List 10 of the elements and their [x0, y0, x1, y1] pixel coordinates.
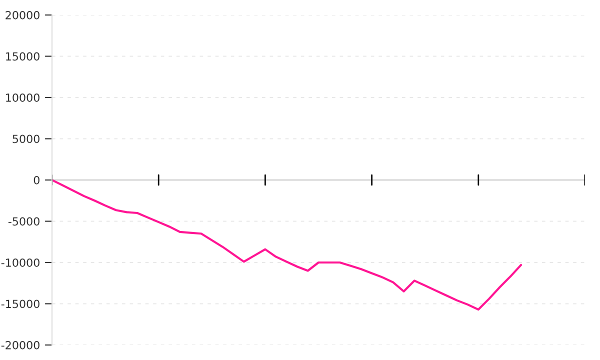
- y-tick-label: 5000: [12, 134, 40, 144]
- line-series: [52, 178, 522, 311]
- y-tick-label: -15000: [1, 300, 40, 308]
- y-tick-label: 10000: [6, 93, 40, 102]
- y-tick-label: -20000: [1, 340, 40, 350]
- y-tick-label: -5000: [8, 217, 40, 226]
- y-tick-label: -10000: [1, 258, 40, 267]
- y-tick-label: 15000: [6, 52, 40, 61]
- y-tick-label: 0: [34, 176, 40, 184]
- y-tick-label: 20000: [6, 10, 40, 20]
